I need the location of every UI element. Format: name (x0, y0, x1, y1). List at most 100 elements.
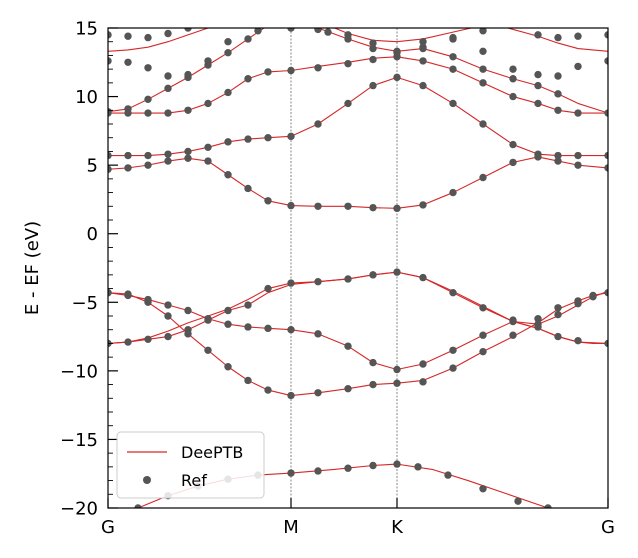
ref-point-49 (314, 389, 322, 397)
ref-point-72 (344, 342, 352, 350)
ref-point-50 (344, 384, 352, 393)
ref-point-126 (604, 151, 608, 160)
x-tick-label-1: M (283, 517, 299, 538)
ref-point-65 (184, 306, 192, 315)
ref-point-96 (393, 204, 401, 213)
ref-point-104 (604, 164, 608, 172)
ref-point-187 (164, 29, 172, 38)
ref-point-179 (509, 65, 517, 73)
ref-point-62 (124, 291, 132, 300)
ref-point-80 (554, 304, 562, 312)
band-line-1 (108, 271, 608, 344)
ref-point-85 (144, 161, 152, 169)
ref-point-198 (574, 32, 582, 40)
ref-point-13 (479, 485, 487, 493)
x-tick-label-0: G (101, 517, 115, 538)
ref-point-111 (224, 138, 232, 146)
band-line-6 (108, 76, 608, 157)
ref-point-32 (479, 304, 487, 312)
ref-point-70 (287, 326, 295, 334)
ref-point-102 (554, 157, 562, 165)
band-line-12 (507, 28, 608, 52)
band-line-7 (108, 56, 608, 114)
ref-point-184 (108, 31, 112, 39)
ref-point-78 (509, 316, 517, 324)
ref-point-151 (144, 95, 152, 104)
ref-point-161 (534, 81, 542, 90)
ref-point-23 (244, 301, 252, 309)
ref-point-199 (604, 31, 608, 39)
ref-point-131 (184, 106, 192, 114)
ref-point-168 (204, 57, 212, 65)
y-axis-title: E - EF (eV) (22, 221, 43, 315)
ref-point-108 (164, 150, 172, 158)
ref-point-183 (604, 57, 608, 65)
y-tick-label-2: −10 (60, 361, 98, 382)
band-line-4 (108, 271, 608, 344)
ref-point-106 (124, 151, 132, 160)
ref-point-84 (124, 164, 132, 172)
ref-point-109 (184, 147, 192, 156)
ref-point-1 (134, 504, 142, 508)
ref-point-51 (369, 380, 377, 389)
ref-point-14 (514, 497, 522, 505)
ref-point-181 (554, 72, 562, 80)
ref-point-141 (419, 57, 427, 65)
ref-point-52 (393, 379, 401, 387)
ref-point-197 (554, 33, 562, 42)
ref-point-125 (574, 151, 582, 160)
ref-point-112 (244, 135, 252, 143)
ref-point-195 (479, 28, 487, 35)
ref-point-163 (108, 57, 112, 65)
y-tick-label-3: −5 (71, 293, 98, 314)
ref-point-98 (449, 188, 457, 197)
ref-point-31 (449, 288, 457, 297)
ref-point-164 (124, 58, 132, 66)
band-line-5 (108, 156, 608, 209)
ref-point-137 (314, 64, 322, 72)
ref-point-120 (449, 99, 457, 108)
ref-point-152 (164, 84, 172, 93)
ref-point-144 (509, 92, 517, 101)
ref-point-162 (554, 90, 562, 98)
ref-point-69 (264, 324, 272, 333)
ref-point-145 (534, 99, 542, 108)
ref-point-22 (224, 306, 232, 315)
ref-point-178 (479, 47, 487, 56)
ref-point-58 (554, 332, 562, 341)
ref-point-28 (369, 271, 377, 279)
ref-point-138 (344, 59, 352, 68)
ref-point-160 (509, 75, 517, 83)
ref-point-186 (144, 33, 152, 42)
ref-point-47 (264, 386, 272, 394)
ref-point-169 (224, 38, 232, 46)
ref-point-66 (204, 315, 212, 323)
ref-point-74 (393, 365, 401, 374)
ref-point-107 (144, 151, 152, 160)
ref-point-94 (344, 202, 352, 210)
legend-label-deeptb: DeePTB (181, 443, 243, 462)
ref-point-45 (224, 363, 232, 371)
ref-point-174 (369, 44, 377, 53)
ref-point-189 (324, 28, 332, 36)
plot-area (107, 27, 609, 509)
ref-point-27 (344, 275, 352, 283)
ref-point-119 (419, 81, 427, 90)
ref-point-59 (574, 336, 582, 345)
ref-point-196 (534, 31, 542, 39)
ref-point-73 (369, 358, 377, 367)
ref-point-38 (604, 288, 608, 297)
ref-point-180 (534, 70, 542, 79)
ref-point-103 (574, 161, 582, 169)
ref-point-193 (419, 43, 427, 51)
ref-point-159 (479, 65, 487, 73)
ref-point-115 (314, 120, 322, 128)
band-line-8 (108, 28, 265, 113)
ref-point-63 (144, 295, 152, 304)
legend-box (116, 431, 265, 499)
ref-point-55 (479, 347, 487, 356)
ref-point-156 (244, 35, 252, 43)
ref-point-136 (287, 66, 295, 75)
ref-point-81 (574, 297, 582, 305)
band-line-10 (108, 28, 209, 52)
